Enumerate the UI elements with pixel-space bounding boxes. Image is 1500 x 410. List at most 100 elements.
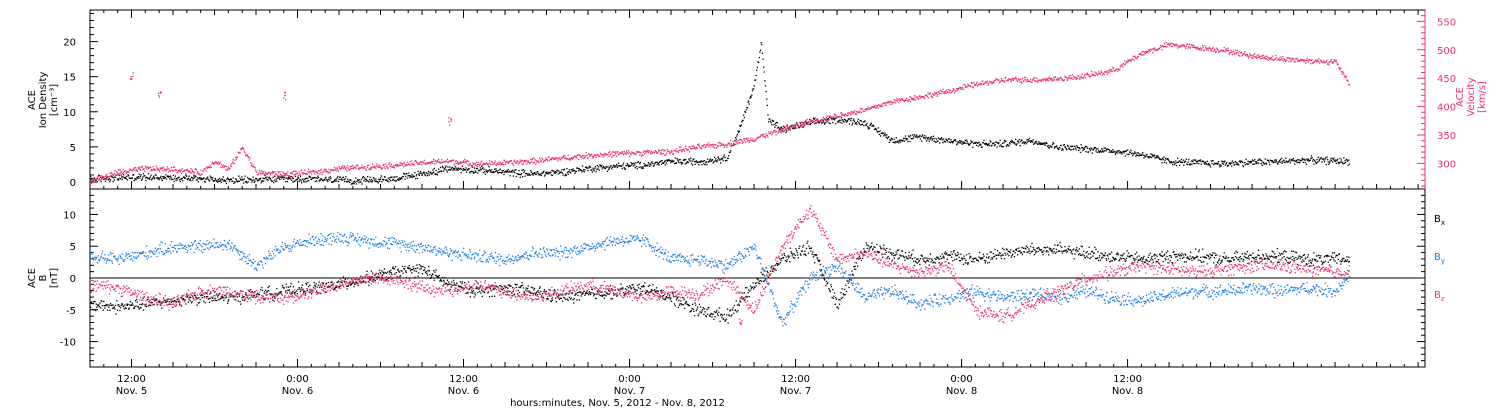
b-series-Bx-point: [234, 290, 236, 293]
density-series-point: [343, 178, 345, 181]
velocity-series-point: [231, 163, 233, 165]
velocity-series-point: [509, 161, 511, 163]
velocity-series-point: [737, 140, 739, 142]
velocity-series-point: [119, 172, 122, 174]
velocity-series-point: [632, 152, 634, 154]
velocity-series-point: [279, 173, 282, 175]
density-series-point: [1048, 147, 1050, 149]
density-series-point: [516, 172, 518, 175]
velocity-series-point: [783, 129, 785, 132]
velocity-series-point: [1305, 62, 1307, 64]
density-series-point: [832, 121, 834, 124]
velocity-series-point: [881, 105, 884, 107]
velocity-series-point: [703, 144, 706, 146]
b-series-Bx-point: [92, 303, 94, 305]
velocity-series-point: [1173, 45, 1176, 47]
density-series-point: [146, 176, 148, 178]
velocity-series-point: [677, 151, 679, 153]
density-series-point: [1337, 161, 1339, 163]
velocity-series-point: [537, 160, 539, 162]
velocity-series-point: [894, 100, 896, 102]
velocity-series-point: [1218, 51, 1220, 53]
density-series-point: [223, 179, 226, 181]
velocity-series-point: [211, 163, 213, 165]
density-series-point: [784, 127, 786, 129]
density-series-point: [481, 168, 483, 170]
velocity-series-point: [113, 174, 115, 176]
velocity-series-point: [1053, 77, 1055, 79]
velocity-series-point: [779, 127, 781, 129]
b-series-Bx-point: [132, 304, 134, 306]
velocity-series-point: [351, 167, 353, 169]
density-series-point: [1212, 160, 1214, 162]
b-series-Bx-point: [311, 293, 313, 295]
velocity-series-point: [975, 82, 978, 85]
b-series-Bx-point: [168, 303, 170, 305]
density-series-point: [90, 175, 92, 178]
density-series-point: [1199, 160, 1201, 162]
b-series-Bx-point: [223, 299, 225, 301]
density-series-point: [688, 158, 690, 160]
density-series-point: [358, 181, 360, 184]
density-series-point: [1025, 141, 1027, 143]
velocity-series-point: [538, 162, 540, 164]
density-series-point: [1231, 160, 1233, 162]
b-series-Bx-point: [319, 286, 321, 289]
density-series-point: [655, 161, 658, 163]
density-series-point: [329, 176, 331, 178]
velocity-series-point: [767, 136, 769, 138]
density-series-point: [673, 160, 675, 162]
velocity-series-point: [1170, 45, 1172, 47]
density-series-point: [113, 179, 115, 181]
velocity-series-point: [927, 92, 929, 94]
velocity-series-point: [896, 100, 899, 102]
velocity-series-point: [626, 152, 628, 154]
b-series-Bx-point: [350, 283, 353, 285]
b-series-Bx-point: [385, 272, 387, 274]
density-series-point: [462, 167, 465, 170]
velocity-series-point: [849, 112, 851, 114]
density-series-point: [170, 176, 172, 178]
velocity-series-point: [715, 143, 717, 146]
density-series-point: [112, 180, 114, 183]
velocity-series-point: [787, 128, 790, 130]
velocity-series-point: [1142, 54, 1144, 56]
b-series-Bx-point: [119, 309, 121, 312]
velocity-series-point: [277, 170, 279, 173]
density-series-point: [551, 174, 554, 177]
velocity-series-point: [1061, 78, 1063, 80]
density-series-point: [1194, 162, 1196, 165]
density-series-point: [1300, 159, 1303, 161]
density-series-point: [716, 159, 719, 161]
velocity-series-point: [186, 168, 188, 171]
density-series-point: [510, 171, 512, 173]
density-series-point: [1141, 153, 1143, 155]
density-series-point: [657, 162, 659, 164]
velocity-series-point: [376, 163, 378, 165]
density-series-point: [461, 168, 463, 170]
b-series-Bx-point: [107, 304, 109, 306]
density-series-point: [735, 138, 737, 140]
velocity-series-point: [1298, 59, 1300, 61]
velocity-series-point: [739, 142, 741, 144]
velocity-series-point: [621, 151, 623, 153]
velocity-series-point: [1050, 79, 1052, 81]
velocity-series-point: [1289, 57, 1291, 59]
velocity-series-point: [662, 152, 664, 155]
density-series-point: [417, 170, 419, 173]
density-series-point: [236, 181, 239, 183]
density-series-point: [342, 176, 345, 178]
velocity-series-point: [720, 142, 722, 144]
velocity-series-point: [1191, 44, 1193, 46]
density-series-point: [1185, 160, 1187, 163]
velocity-series-point: [860, 108, 862, 110]
velocity-series-point: [615, 151, 617, 153]
b-series-Bx-point: [310, 289, 312, 291]
density-series-point: [489, 169, 491, 171]
velocity-series-point: [1103, 73, 1105, 76]
velocity-series-point: [498, 161, 500, 163]
density-series-point: [1339, 157, 1341, 160]
density-series-point: [497, 172, 500, 174]
velocity-series-point: [752, 138, 754, 140]
density-series-point: [1333, 157, 1335, 159]
